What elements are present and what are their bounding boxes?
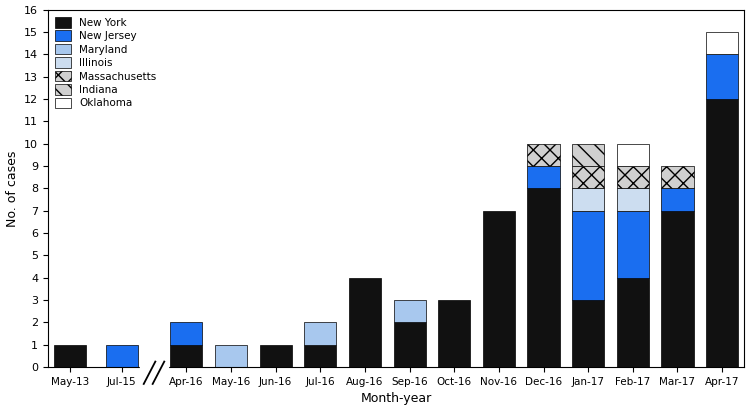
Bar — [170, 323, 202, 345]
Bar — [572, 300, 604, 367]
X-axis label: Month-year: Month-year — [361, 393, 432, 405]
Bar — [54, 345, 86, 367]
Bar — [572, 211, 604, 300]
Bar — [662, 166, 694, 188]
Legend: New York, New Jersey, Maryland, Illinois, Massachusetts, Indiana, Oklahoma: New York, New Jersey, Maryland, Illinois… — [53, 14, 160, 111]
Bar — [349, 278, 381, 367]
Bar — [215, 345, 247, 367]
Bar — [572, 144, 604, 166]
Bar — [483, 211, 515, 367]
Bar — [616, 144, 649, 166]
Bar — [304, 345, 337, 367]
Bar — [304, 323, 337, 345]
Bar — [438, 300, 470, 367]
Bar — [260, 345, 292, 367]
Bar — [572, 188, 604, 211]
Bar — [662, 211, 694, 367]
Bar — [572, 166, 604, 188]
Bar — [616, 166, 649, 188]
Y-axis label: No. of cases: No. of cases — [5, 150, 19, 226]
Bar — [706, 32, 738, 54]
Bar — [394, 300, 426, 323]
Bar — [394, 323, 426, 367]
Bar — [662, 188, 694, 211]
Bar — [106, 345, 138, 367]
Bar — [706, 54, 738, 99]
Bar — [170, 345, 202, 367]
Bar — [616, 211, 649, 278]
Bar — [527, 166, 560, 188]
Bar — [616, 188, 649, 211]
Bar — [527, 144, 560, 166]
Bar — [706, 99, 738, 367]
Bar — [527, 188, 560, 367]
Bar — [616, 278, 649, 367]
